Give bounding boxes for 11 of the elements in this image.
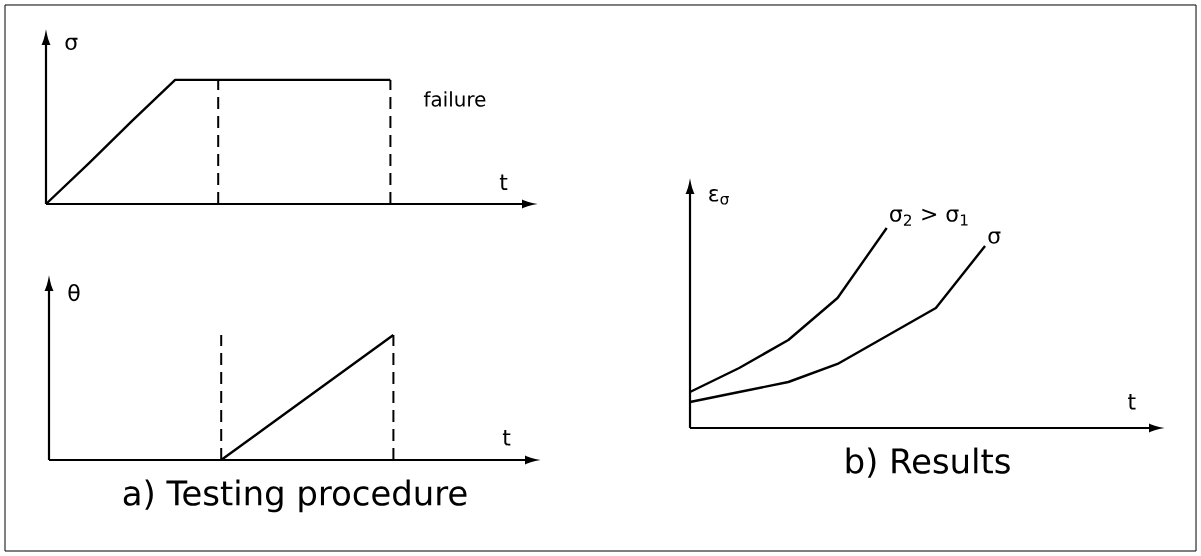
series-label: σ (988, 231, 1001, 244)
text: failure (423, 91, 486, 107)
text: a) Testing procedure (123, 479, 467, 513)
y-axis-title: ε$_{σ}$ (709, 189, 729, 205)
x-axis-title: t (1128, 394, 1136, 410)
x-axis-title: t (502, 429, 511, 446)
y-axis-title: σ (65, 37, 78, 51)
x-axis-title: t (499, 174, 508, 190)
y-axis-title: θ (68, 284, 80, 302)
series-label: σ$_{2}$ > σ$_{1}$ (890, 208, 968, 226)
text: b) Results (846, 447, 1010, 478)
